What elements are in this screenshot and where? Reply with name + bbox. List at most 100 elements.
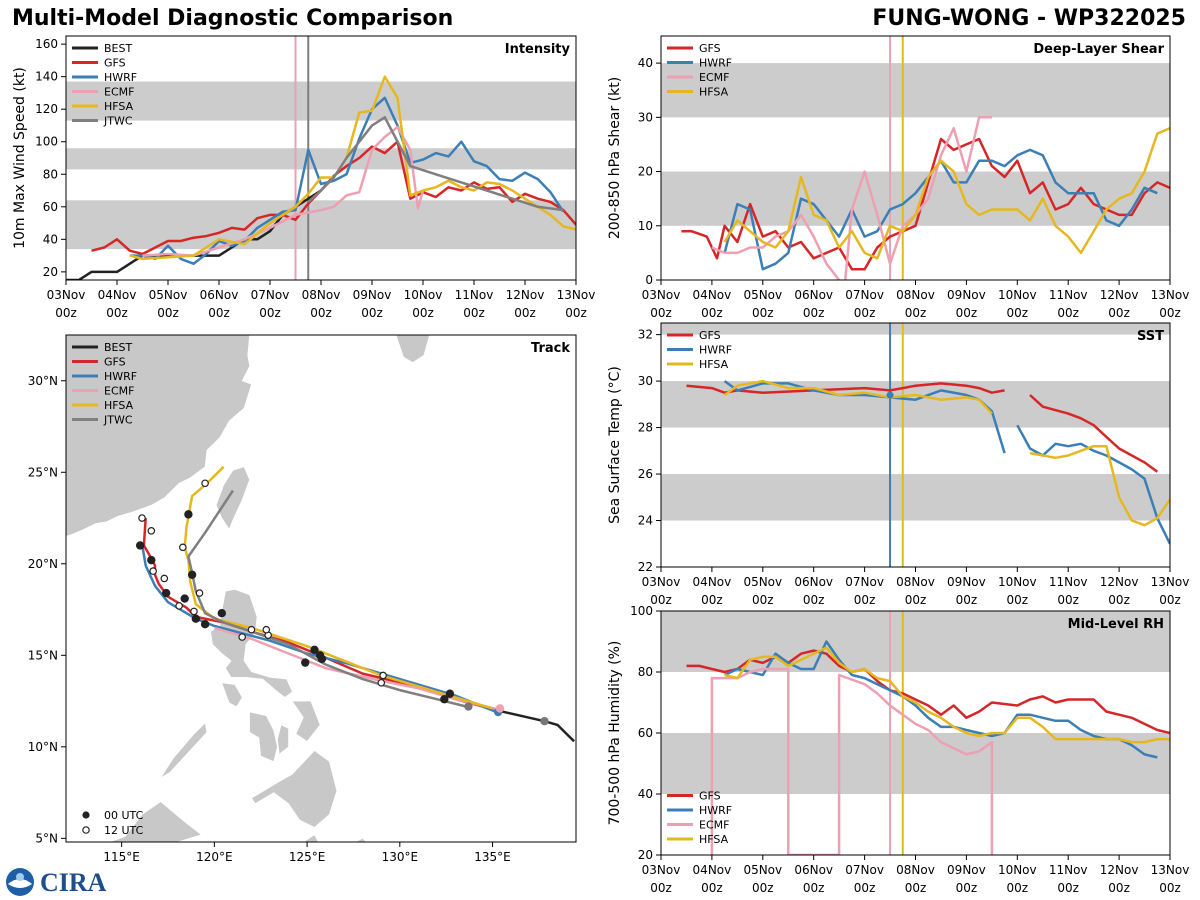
rh-xtick-label: 13Nov: [1151, 863, 1190, 877]
intensity-ylabel: 10m Max Wind Speed (kt): [12, 67, 28, 249]
sst-xtick-label: 00z: [803, 593, 825, 607]
rh-series-hwrf: [724, 640, 1158, 759]
sst-legend-entry: HFSA: [699, 358, 729, 371]
shear-title: Deep-Layer Shear: [1033, 42, 1164, 57]
track-marker-12utc: [379, 671, 387, 680]
rh-ytick-label: 100: [630, 604, 653, 618]
rh-series-ecmf: [710, 667, 994, 855]
intensity-ytick-label: 80: [43, 167, 58, 181]
intensity-legend-entry: HFSA: [104, 100, 134, 113]
track-marker-12utc: [201, 479, 209, 488]
sst-title: SST: [1137, 329, 1164, 344]
intensity-xtick-label: 06Nov: [200, 288, 239, 302]
sst-xtick-label: 13Nov: [1151, 575, 1190, 589]
track-marker-00utc: [135, 541, 145, 550]
legend-12utc-marker: [82, 826, 90, 834]
luzon-shape: [210, 589, 293, 698]
shear-band: [661, 63, 1170, 118]
shear-chart: 0 10 20 30 40 200-850 hPa Shear (kt) 03Nov 00z 0…: [607, 35, 1190, 320]
rh-xtick-label: 00z: [701, 881, 723, 895]
shear-xtick-label: 00z: [752, 306, 774, 320]
shear-xtick-label: 00z: [650, 306, 672, 320]
shear-xtick-label: 10Nov: [998, 288, 1037, 302]
sst-xtick-label: 12Nov: [1100, 575, 1139, 589]
rh-plot-area: [661, 611, 1170, 855]
rh-ytick-label: 20: [638, 848, 653, 862]
track-xtick-label: 135°E: [474, 850, 511, 864]
sst-legend-entry: GFS: [699, 329, 721, 342]
taiwan-shape: [215, 466, 250, 530]
shear-series-gfs: [681, 137, 1170, 271]
rh-xtick-label: 12Nov: [1100, 863, 1139, 877]
track-marker-00utc: [180, 594, 189, 603]
intensity-xtick-label: 00z: [361, 306, 383, 320]
shear-xtick-label: 00z: [1108, 306, 1130, 320]
rh-xtick-label: 07Nov: [845, 863, 884, 877]
sst-xtick-label: 03Nov: [642, 575, 681, 589]
track-legend-entry: HFSA: [104, 399, 134, 412]
track-xtick-label: 115°E: [103, 850, 140, 864]
intensity-legend-entry: BEST: [104, 42, 132, 55]
intensity-xtick-label: 00z: [259, 306, 281, 320]
intensity-series-hwrf: [129, 96, 565, 265]
rh-xtick-label: 00z: [1159, 881, 1181, 895]
track-marker-00utc: [317, 654, 327, 664]
shear-series-hfsa: [723, 127, 1170, 260]
shear-xtick-label: 06Nov: [794, 288, 833, 302]
intensity-legend-entry: ECMF: [104, 86, 134, 99]
shear-xtick-label: 00z: [956, 306, 978, 320]
intensity-legend-entry: JTWC: [103, 115, 133, 128]
rh-series-gfs: [686, 649, 1170, 735]
sst-xtick-label: 00z: [905, 593, 927, 607]
sst-init-marker: [886, 391, 894, 399]
sst-xtick-label: 00z: [854, 593, 876, 607]
track-marker-00utc: [191, 614, 201, 623]
track-marker-12utc: [160, 574, 169, 583]
track-ytick-label: 10°N: [28, 740, 58, 754]
intensity-xtick-label: 12Nov: [506, 288, 545, 302]
track-ytick-label: 25°N: [28, 465, 58, 479]
sst-xtick-label: 04Nov: [693, 575, 732, 589]
sst-ytick-label: 30: [638, 374, 653, 388]
sst-xtick-label: 11Nov: [1049, 575, 1088, 589]
cebu-shape: [277, 724, 289, 755]
sst-ylabel: Sea Surface Temp (°C): [607, 366, 623, 524]
intensity-chart: 20 40 60 80 100 120 140 160 10m Max Wind Speed (…: [12, 35, 595, 320]
track-xtick-label: 125°E: [289, 850, 326, 864]
rh-ylabel: 700-500 hPa Humidity (%): [607, 641, 623, 826]
rh-xtick-label: 00z: [854, 881, 876, 895]
intensity-xtick-label: 10Nov: [404, 288, 443, 302]
intensity-ytick-label: 120: [35, 102, 58, 116]
track-marker-00utc: [301, 658, 310, 667]
sst-series-hfsa: [1029, 444, 1170, 527]
rh-band: [661, 733, 1170, 794]
rh-xtick-label: 04Nov: [693, 863, 732, 877]
shear-xtick-label: 13Nov: [1151, 288, 1190, 302]
track-ytick-label: 15°N: [28, 648, 58, 662]
sst-band: [661, 381, 1170, 428]
sst-chart: 22 24 26 28 30 32 Sea Surface Temp (°C) 03Nov 00…: [607, 322, 1190, 607]
track-marker-00utc: [187, 570, 197, 579]
intensity-plot-area: [66, 36, 576, 280]
intensity-band: [66, 148, 576, 170]
shear-xtick-label: 09Nov: [947, 288, 986, 302]
rh-ytick-label: 60: [638, 726, 653, 740]
visayas-shape: [249, 711, 278, 762]
palawan-shape: [160, 722, 208, 779]
intensity-ytick-label: 140: [35, 70, 58, 84]
track-marker-00utc: [147, 555, 156, 565]
sst-xtick-label: 00z: [701, 593, 723, 607]
legend-00utc-marker: [82, 811, 90, 819]
cira-logo-text: CIRA: [40, 868, 107, 897]
track-marker-00utc: [464, 702, 473, 711]
intensity-legend-entry: GFS: [104, 57, 126, 70]
rh-xtick-label: 00z: [1108, 881, 1130, 895]
sst-ytick-label: 24: [638, 514, 653, 528]
rh-xtick-label: 00z: [752, 881, 774, 895]
rh-legend-entry: ECMF: [699, 819, 729, 832]
sst-band: [661, 474, 1170, 521]
rh-chart: 20 40 60 80 100 700-500 hPa Humidity (%) 03Nov…: [607, 604, 1189, 895]
sst-legend-entry: HWRF: [699, 344, 732, 357]
track-marker-12utc: [175, 602, 183, 610]
